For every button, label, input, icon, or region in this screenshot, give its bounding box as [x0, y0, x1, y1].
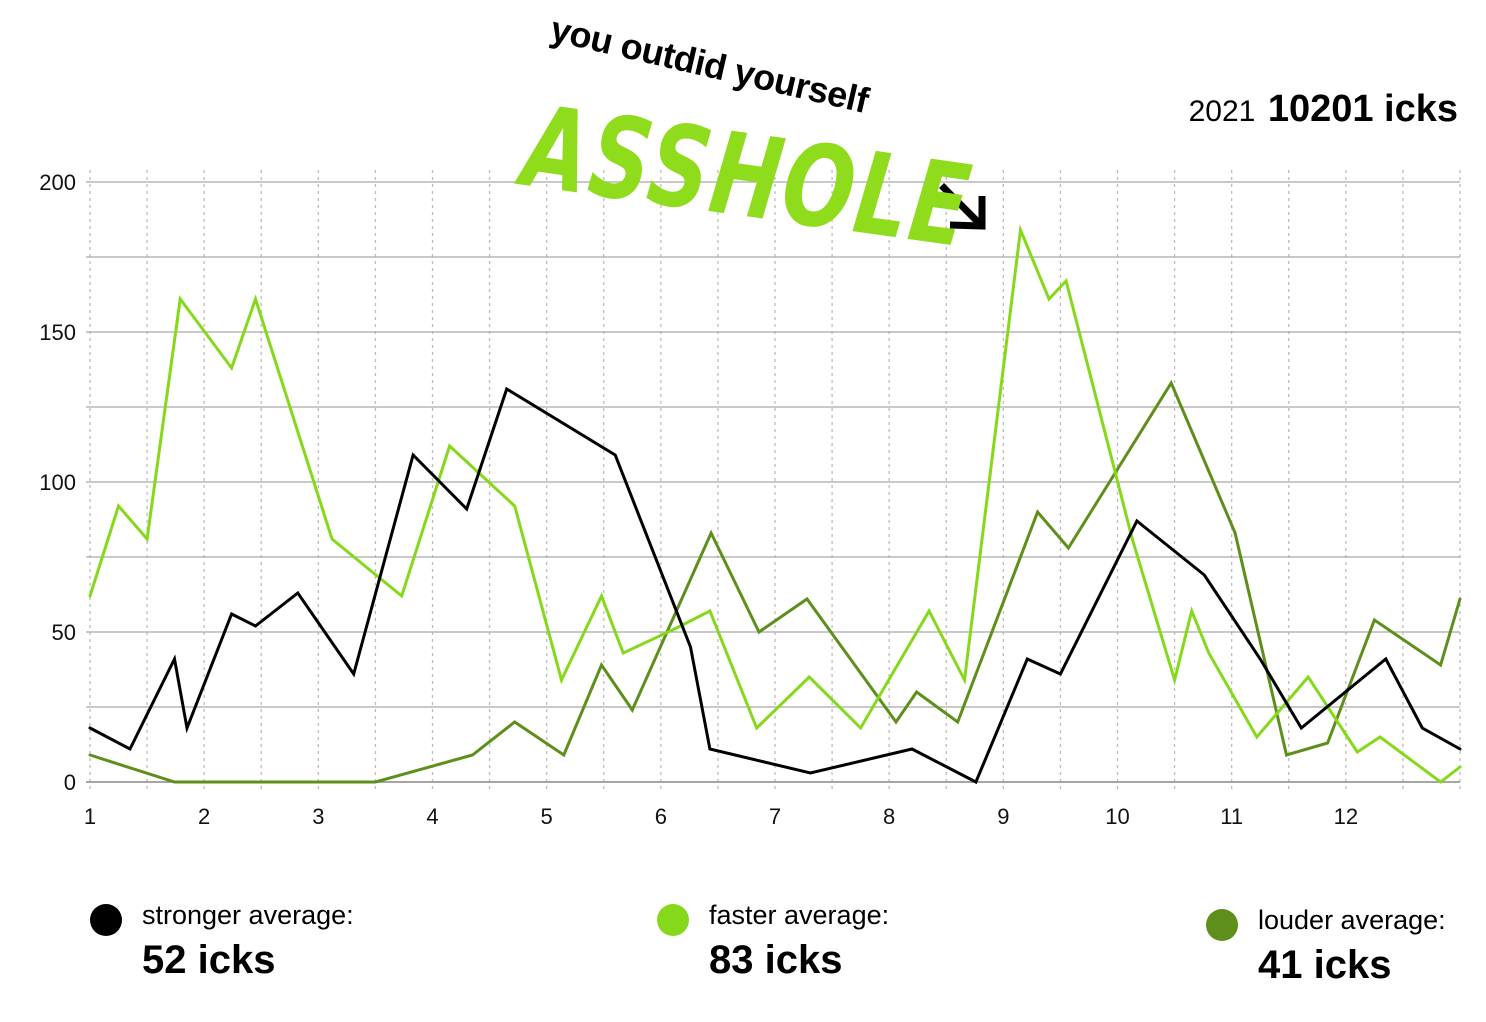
summary-year: 2021: [1188, 95, 1256, 128]
y-tick-label: 150: [39, 320, 76, 345]
legend-dot-stronger: [90, 904, 122, 936]
legend-value: 52 icks: [142, 938, 276, 982]
x-tick-label: 11: [1220, 804, 1243, 829]
summary-total: 10201 icks: [1267, 88, 1458, 130]
x-tick-label: 8: [883, 804, 895, 829]
legend-dot-faster: [657, 904, 689, 936]
series-line-louder: [88, 379, 1462, 784]
legend-label: faster average:: [709, 900, 890, 930]
x-tick-label: 10: [1105, 804, 1129, 829]
legend-label: louder average:: [1258, 905, 1446, 935]
x-tick-label: 5: [541, 804, 553, 829]
x-tick-label: 2: [198, 804, 210, 829]
x-tick-label: 9: [997, 804, 1009, 829]
legend-value: 83 icks: [709, 938, 843, 982]
vertical-grid: [89, 170, 1461, 792]
x-tick-label: 3: [312, 804, 324, 829]
y-tick-label: 200: [39, 170, 76, 195]
legend-value: 41 icks: [1258, 943, 1392, 987]
x-tick-label: 12: [1334, 804, 1358, 829]
series-layer: [88, 224, 1462, 785]
x-tick-label: 1: [84, 804, 96, 829]
legend-label: stronger average:: [142, 900, 354, 930]
y-tick-label: 100: [39, 470, 76, 495]
series-line-faster: [88, 224, 1462, 784]
x-tick-label: 6: [655, 804, 667, 829]
x-tick-label: 7: [769, 804, 781, 829]
y-tick-label: 0: [64, 770, 76, 795]
series-line-stronger: [88, 386, 1462, 785]
yearly-summary: 2021 10201 icks: [1189, 88, 1458, 131]
horizontal-grid: [86, 181, 1460, 783]
y-tick-label: 50: [52, 620, 76, 645]
legend-dot-louder: [1206, 909, 1238, 941]
x-tick-label: 4: [426, 804, 438, 829]
arrow-down-right-icon: [939, 183, 986, 230]
